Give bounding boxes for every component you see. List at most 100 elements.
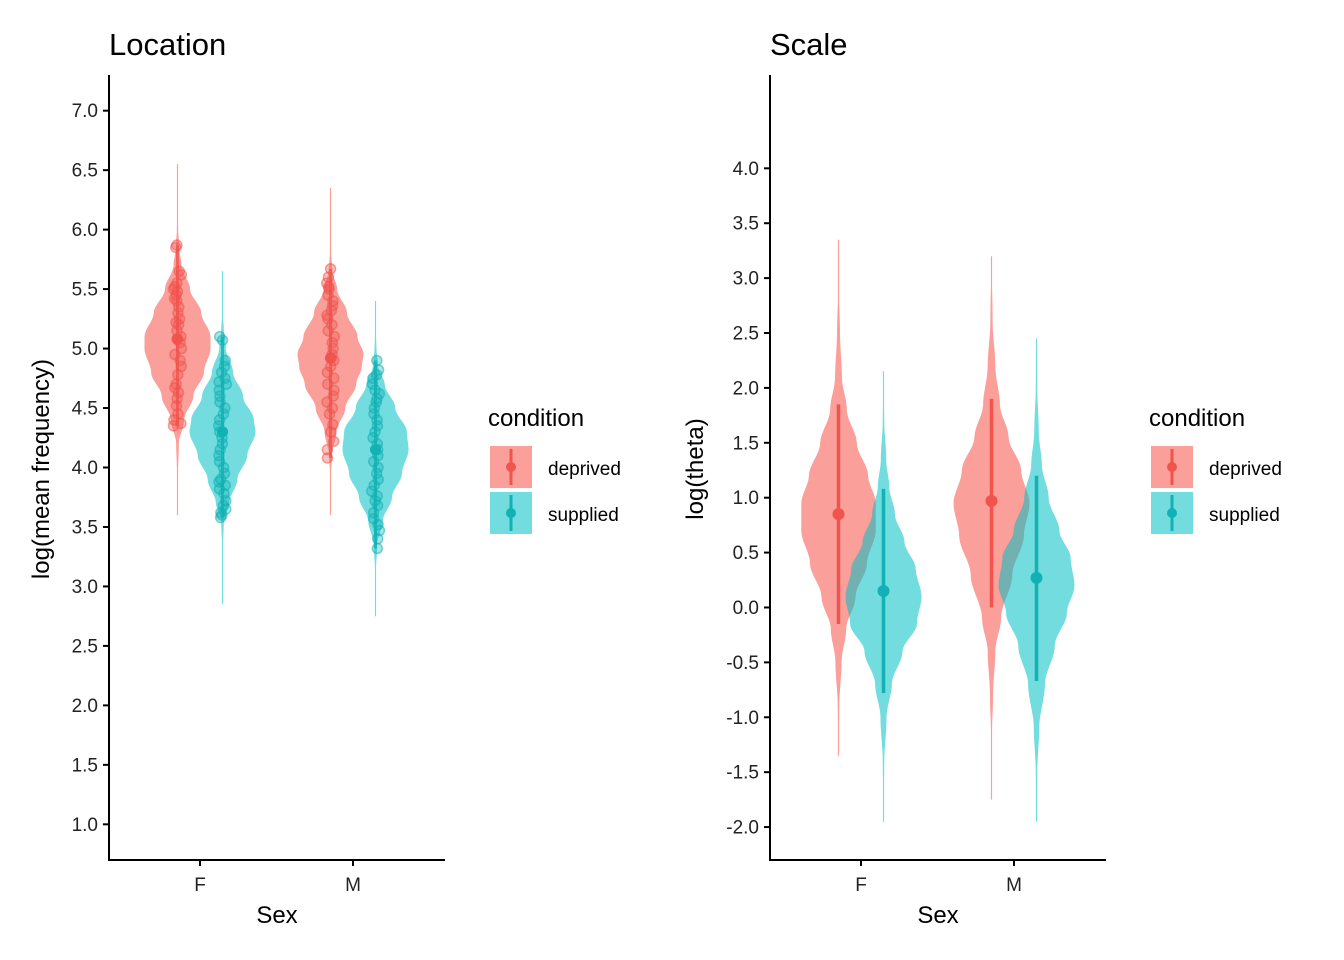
data-point bbox=[369, 384, 381, 396]
y-axis-title: log(theta) bbox=[682, 418, 709, 519]
data-point bbox=[213, 414, 226, 426]
y-tick-label: 0.0 bbox=[733, 598, 759, 619]
median-point bbox=[832, 508, 845, 521]
y-tick-label: 0.5 bbox=[733, 543, 759, 564]
legend-key-dot bbox=[506, 508, 516, 518]
x-axis-title: Sex bbox=[917, 902, 958, 929]
data-point bbox=[322, 324, 334, 337]
legend: condition deprived supplied bbox=[488, 405, 621, 534]
data-point bbox=[369, 426, 381, 438]
data-point bbox=[321, 443, 334, 456]
x-tick-label: F bbox=[855, 875, 867, 896]
y-ticks: -2.0 -1.5 -1.0 -0.5 0.0 0.5 1.0 1.5 2.0 2.5 3.0 3.5… bbox=[726, 159, 770, 839]
data-point bbox=[213, 384, 226, 396]
legend-item-deprived: deprived bbox=[490, 446, 621, 488]
data-point bbox=[215, 473, 227, 486]
y-tick-label: 2.5 bbox=[72, 636, 98, 657]
y-tick-label: 1.0 bbox=[733, 488, 759, 509]
y-tick-label: 3.5 bbox=[733, 214, 759, 235]
median-point bbox=[1030, 571, 1043, 584]
y-tick-label: 3.5 bbox=[72, 517, 98, 538]
y-tick-label: 3.0 bbox=[72, 577, 98, 598]
median-point bbox=[985, 494, 998, 507]
data-point bbox=[171, 239, 183, 251]
y-axis-title: log(mean frequency) bbox=[28, 359, 55, 579]
legend-key-dot bbox=[1167, 508, 1177, 518]
data-point bbox=[366, 485, 378, 498]
data-point bbox=[214, 443, 226, 456]
y-tick-label: 4.0 bbox=[733, 159, 759, 180]
violin-layer bbox=[144, 164, 409, 617]
data-point bbox=[327, 418, 339, 431]
x-axis-title: Sex bbox=[256, 902, 297, 929]
x-tick-label: M bbox=[345, 875, 361, 896]
panel-title: Scale bbox=[770, 27, 848, 62]
x-tick-label: F bbox=[194, 875, 206, 896]
data-point bbox=[172, 408, 184, 420]
violin-layer bbox=[801, 239, 1075, 822]
legend-label-supplied: supplied bbox=[1209, 505, 1280, 526]
points-layer bbox=[167, 239, 386, 555]
legend-item-deprived: deprived bbox=[1151, 446, 1282, 488]
y-tick-label: -2.0 bbox=[726, 818, 759, 839]
median-point bbox=[172, 333, 183, 345]
y-tick-label: -0.5 bbox=[726, 653, 759, 674]
y-tick-label: 6.0 bbox=[72, 220, 98, 241]
legend-key-dot bbox=[1167, 462, 1177, 472]
data-point bbox=[321, 452, 334, 464]
legend: condition deprived supplied bbox=[1149, 405, 1282, 534]
data-point bbox=[213, 330, 226, 343]
y-tick-label: -1.5 bbox=[726, 763, 759, 784]
y-tick-label: 5.0 bbox=[72, 339, 98, 360]
data-point bbox=[371, 533, 384, 545]
data-point bbox=[371, 542, 384, 555]
data-point bbox=[368, 479, 380, 492]
data-point bbox=[173, 265, 186, 277]
y-tick-label: 1.5 bbox=[72, 755, 98, 776]
legend-label-deprived: deprived bbox=[1209, 459, 1282, 480]
location-panel: Location 1.0 1.5 2.0 2.5 3.0 3.5 4.0 4.5 5.0 5.5 6… bbox=[28, 27, 621, 929]
median-point bbox=[877, 585, 890, 598]
median-point bbox=[325, 352, 336, 364]
y-tick-label: 3.0 bbox=[733, 269, 759, 290]
y-tick-label: -1.0 bbox=[726, 708, 759, 729]
data-point bbox=[371, 414, 383, 426]
legend-key-dot bbox=[506, 462, 516, 472]
y-tick-label: 2.5 bbox=[733, 324, 759, 345]
data-point bbox=[219, 372, 231, 385]
y-tick-label: 1.0 bbox=[72, 815, 98, 836]
legend-label-deprived: deprived bbox=[548, 459, 621, 480]
median-point bbox=[370, 444, 381, 456]
data-point bbox=[323, 408, 336, 420]
data-point bbox=[326, 319, 338, 331]
y-tick-label: 6.5 bbox=[72, 161, 98, 182]
data-point bbox=[322, 271, 335, 283]
data-point bbox=[371, 354, 383, 367]
y-tick-label: 1.5 bbox=[733, 433, 759, 454]
data-point bbox=[324, 263, 337, 275]
data-point bbox=[217, 461, 230, 474]
data-point bbox=[170, 378, 182, 390]
legend-item-supplied: supplied bbox=[490, 492, 619, 534]
data-point bbox=[219, 354, 231, 367]
y-tick-label: 7.0 bbox=[72, 101, 98, 122]
data-point bbox=[327, 435, 340, 448]
legend-title: condition bbox=[1149, 405, 1245, 432]
median-point bbox=[217, 426, 228, 438]
data-point bbox=[215, 366, 228, 379]
data-point bbox=[321, 366, 334, 379]
legend-item-supplied: supplied bbox=[1151, 492, 1280, 534]
axes bbox=[769, 75, 1106, 861]
data-point bbox=[168, 414, 180, 426]
legend-label-supplied: supplied bbox=[548, 505, 619, 526]
panel-title: Location bbox=[109, 27, 226, 62]
y-tick-label: 2.0 bbox=[72, 696, 98, 717]
y-tick-label: 5.5 bbox=[72, 280, 98, 301]
x-tick-label: M bbox=[1006, 875, 1022, 896]
scale-panel: Scale -2.0 -1.5 -1.0 -0.5 0.0 0.5 1.0 1.5 2.0 2.5… bbox=[682, 27, 1282, 929]
y-ticks: 1.0 1.5 2.0 2.5 3.0 3.5 4.0 4.5 5.0 5.5 6.0 6.5 7.0 bbox=[72, 101, 109, 836]
legend-title: condition bbox=[488, 405, 584, 432]
